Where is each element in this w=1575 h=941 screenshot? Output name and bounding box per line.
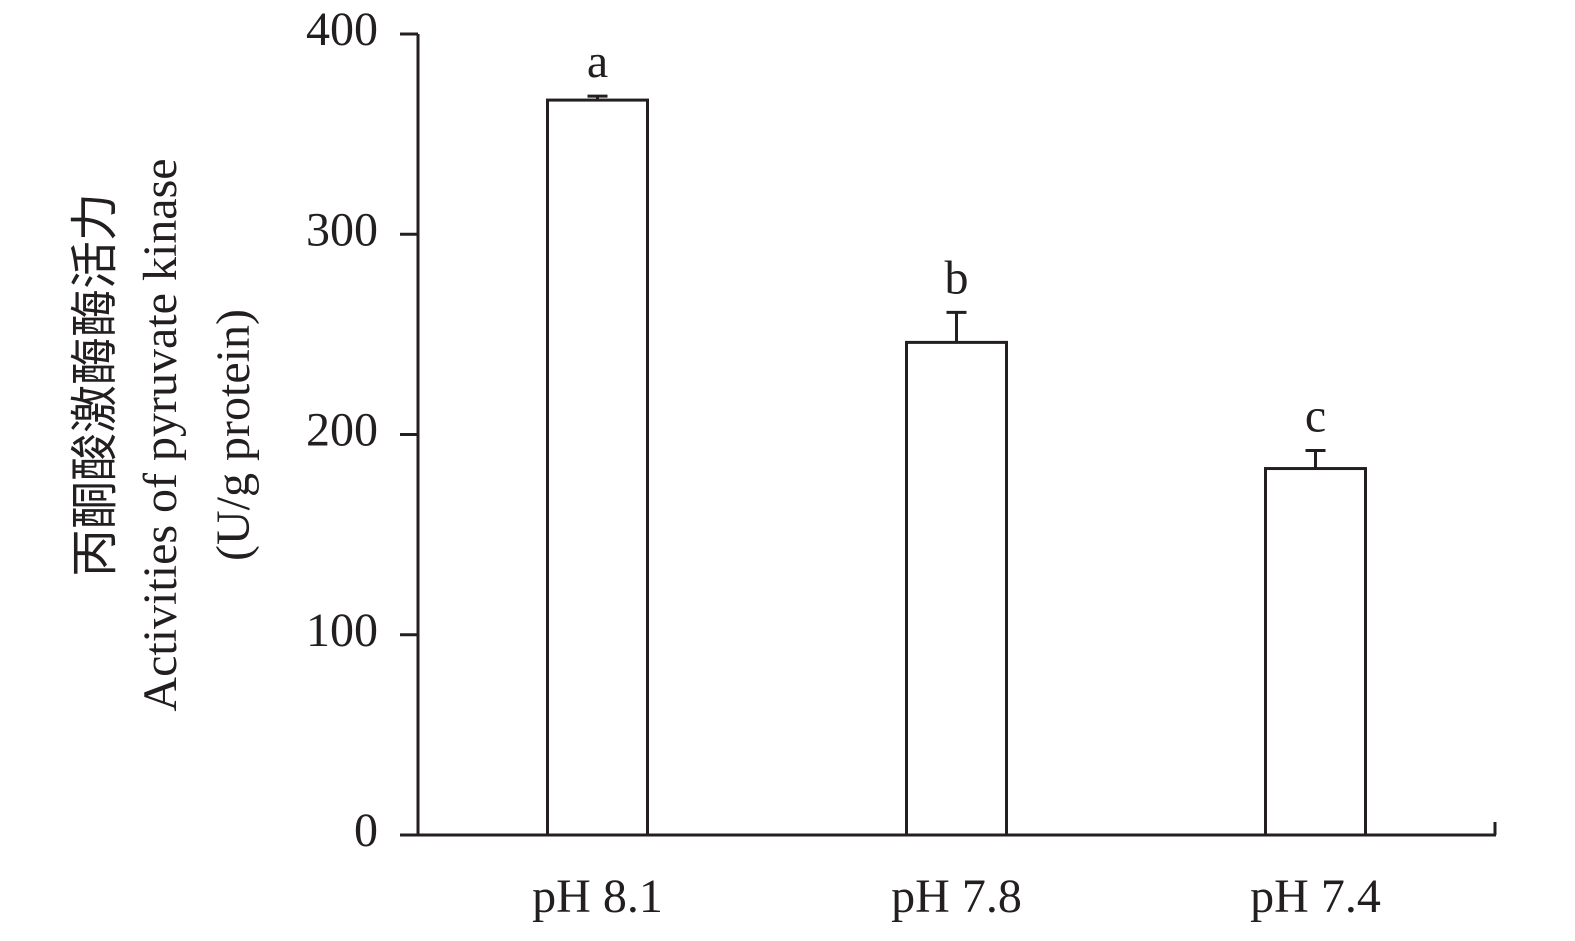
x-tick-label: pH 8.1 — [532, 870, 663, 923]
bar — [1264, 467, 1367, 837]
y-tick-label: 0 — [354, 804, 378, 857]
y-tick-label: 100 — [306, 604, 378, 657]
y-axis-label: (U/g protein) — [207, 309, 260, 561]
y-axis-label: 丙酮酸激酶酶活力 — [69, 193, 122, 577]
y-tick-label: 200 — [306, 404, 378, 457]
y-axis-label: Activities of pyruvate kinase — [134, 158, 187, 711]
y-tick-label: 400 — [306, 3, 378, 56]
significance-letter: a — [587, 35, 608, 88]
bar — [546, 98, 649, 837]
significance-letter: c — [1305, 390, 1326, 443]
significance-letter: b — [945, 251, 969, 304]
y-label-2-group: Activities of pyruvate kinase — [134, 158, 187, 711]
x-tick-label: pH 7.8 — [891, 870, 1022, 923]
y-label-1-group: 丙酮酸激酶酶活力 — [69, 193, 122, 577]
x-tick-label: pH 7.4 — [1250, 870, 1381, 923]
y-tick-label: 300 — [306, 203, 378, 256]
bar — [905, 340, 1008, 837]
y-label-3-group: (U/g protein) — [207, 309, 260, 561]
